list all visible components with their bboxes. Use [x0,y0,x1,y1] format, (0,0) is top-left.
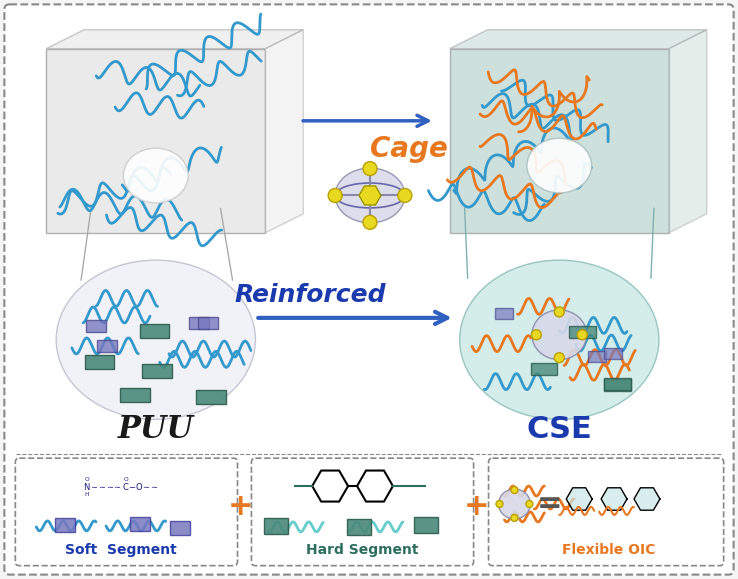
Polygon shape [46,49,266,233]
Ellipse shape [531,330,542,340]
FancyBboxPatch shape [170,521,190,535]
FancyBboxPatch shape [414,517,438,533]
Ellipse shape [532,310,587,360]
Ellipse shape [498,489,531,519]
Text: +: + [228,493,253,522]
Ellipse shape [554,353,565,362]
Ellipse shape [511,514,518,521]
FancyBboxPatch shape [531,362,557,375]
FancyBboxPatch shape [4,5,734,574]
FancyBboxPatch shape [604,379,631,391]
FancyBboxPatch shape [139,324,170,338]
FancyBboxPatch shape [196,390,226,404]
Polygon shape [566,488,592,510]
FancyBboxPatch shape [86,320,106,332]
Ellipse shape [496,500,503,507]
FancyBboxPatch shape [489,458,724,566]
Polygon shape [449,49,669,233]
Ellipse shape [56,260,255,419]
Ellipse shape [577,330,587,340]
Text: Hard Segment: Hard Segment [306,543,418,557]
FancyBboxPatch shape [142,364,172,378]
Ellipse shape [527,138,592,193]
Ellipse shape [554,307,565,317]
FancyBboxPatch shape [55,518,75,532]
Polygon shape [601,488,627,510]
Text: PUU: PUU [118,414,194,445]
FancyBboxPatch shape [120,388,151,402]
Text: Soft  Segment: Soft Segment [65,543,177,557]
FancyBboxPatch shape [604,349,622,359]
Ellipse shape [328,189,342,203]
FancyBboxPatch shape [189,317,209,328]
Polygon shape [449,30,707,49]
FancyBboxPatch shape [604,378,631,390]
Polygon shape [669,30,707,233]
Ellipse shape [363,215,377,229]
Ellipse shape [526,500,533,507]
FancyBboxPatch shape [347,519,371,535]
Text: +: + [463,493,489,522]
FancyBboxPatch shape [198,317,218,329]
FancyBboxPatch shape [495,309,513,320]
FancyBboxPatch shape [569,326,596,338]
Ellipse shape [335,168,405,223]
FancyBboxPatch shape [85,355,114,369]
FancyBboxPatch shape [264,518,289,534]
FancyBboxPatch shape [588,351,607,362]
Ellipse shape [398,189,412,203]
Polygon shape [359,186,381,205]
Ellipse shape [123,148,188,203]
FancyBboxPatch shape [15,458,238,566]
Text: $\rm \overset{O}{\underset{H}{N}}\sim\!\!\sim\!\!\sim\!\!\sim\overset{O}{C}\!-\!: $\rm \overset{O}{\underset{H}{N}}\sim\!\… [83,475,159,499]
Text: =: = [537,489,562,518]
Polygon shape [634,488,660,510]
Text: Reinforced: Reinforced [235,283,386,307]
FancyBboxPatch shape [130,517,150,531]
Text: Cage: Cage [370,135,448,163]
FancyBboxPatch shape [97,340,117,352]
FancyBboxPatch shape [252,458,474,566]
Ellipse shape [363,162,377,175]
Polygon shape [46,30,303,49]
Ellipse shape [460,260,659,419]
Text: Flexible OIC: Flexible OIC [562,543,656,557]
Polygon shape [266,30,303,233]
Text: CSE: CSE [526,415,592,444]
Ellipse shape [511,486,518,493]
